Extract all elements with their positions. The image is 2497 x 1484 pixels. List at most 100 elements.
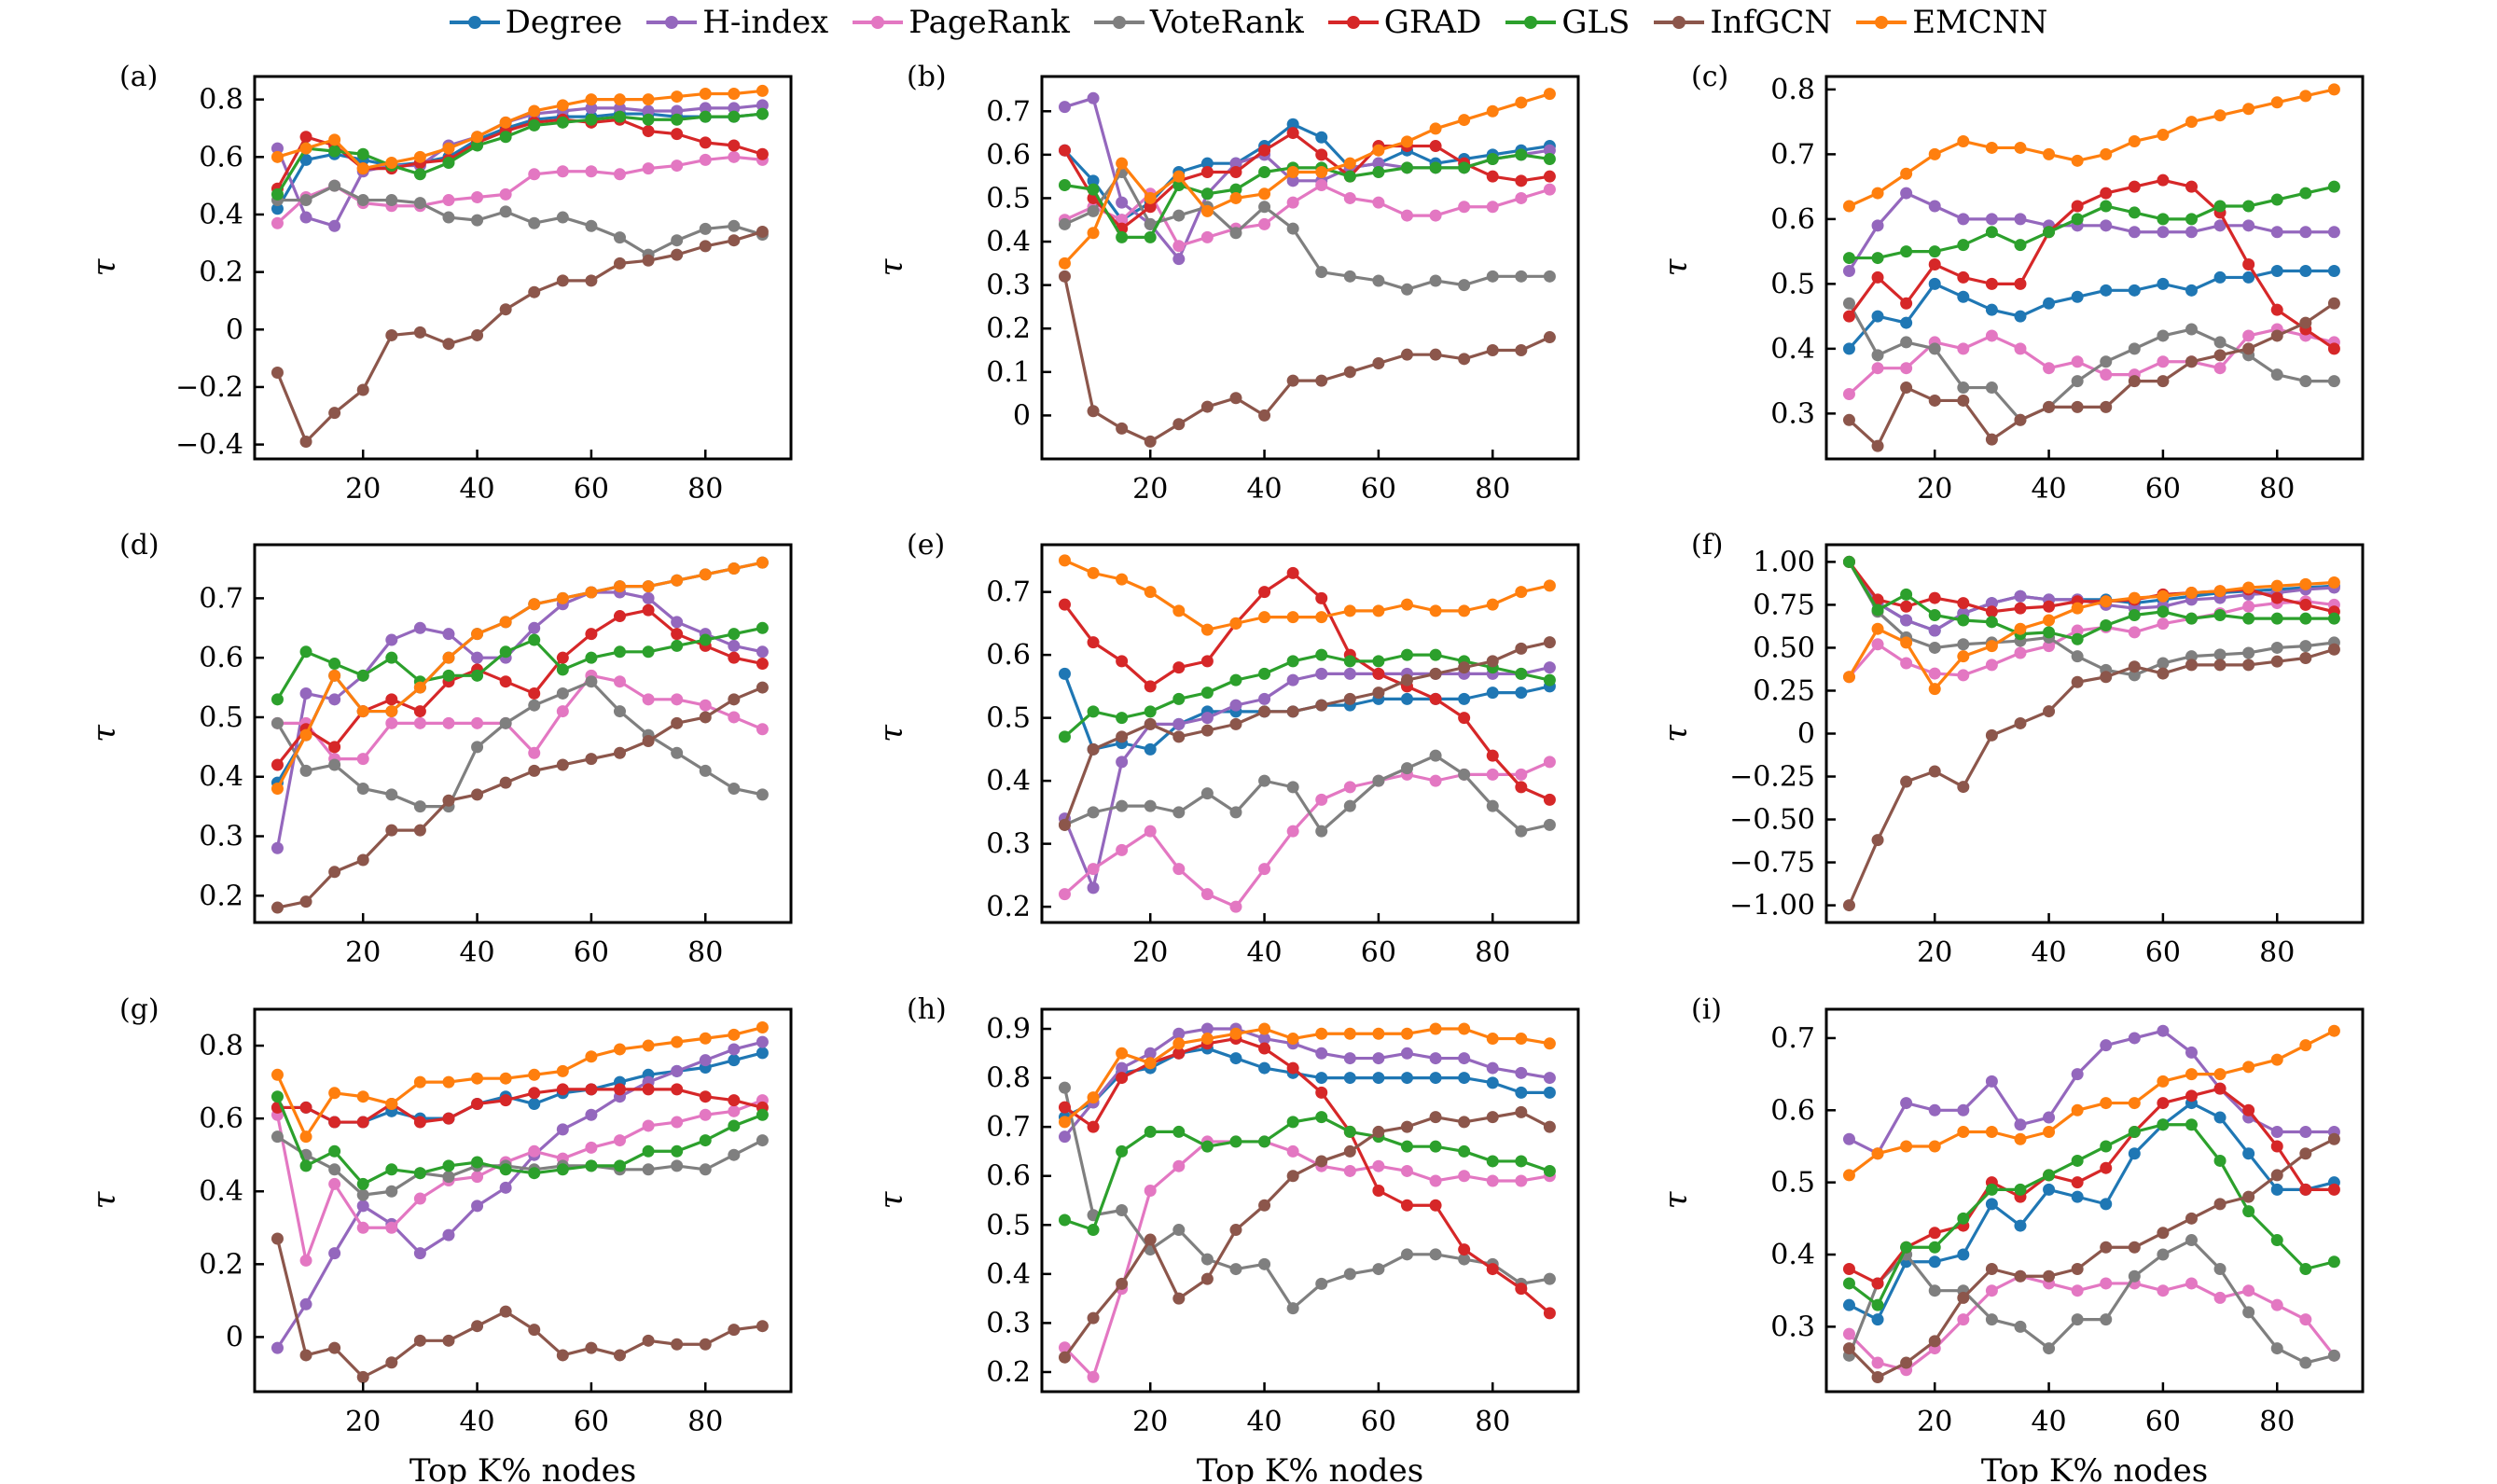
data-point <box>471 628 484 641</box>
data-point <box>1058 1351 1071 1364</box>
series-line <box>1064 153 1550 239</box>
data-point <box>756 1021 769 1034</box>
data-point <box>613 1083 626 1096</box>
data-point <box>2071 1176 2084 1189</box>
data-point <box>413 1116 426 1129</box>
data-point <box>1543 88 1556 101</box>
data-point <box>2213 1291 2226 1304</box>
data-point <box>671 693 684 706</box>
data-point <box>2157 1075 2170 1088</box>
data-point <box>528 764 541 777</box>
data-point <box>1372 1184 1385 1197</box>
data-point <box>1871 1371 1884 1384</box>
data-point <box>1172 1159 1186 1172</box>
data-point <box>671 90 684 104</box>
data-point <box>1985 329 1998 342</box>
series-line <box>276 680 763 809</box>
data-point <box>1172 1224 1186 1237</box>
data-point <box>1515 1033 1528 1046</box>
data-point <box>2071 1284 2084 1297</box>
data-point <box>1116 1204 1129 1217</box>
data-point <box>1229 191 1242 204</box>
data-point <box>1900 362 1913 375</box>
data-point <box>1400 209 1413 222</box>
series-line <box>1062 275 1551 443</box>
data-point <box>1229 1027 1242 1040</box>
series-emcnn <box>1842 576 2340 696</box>
data-point <box>1515 1155 1528 1168</box>
plot-frame <box>253 75 793 461</box>
data-point <box>1144 230 1157 243</box>
series-line <box>1848 327 2335 395</box>
series-voterank <box>271 179 769 261</box>
data-point <box>1229 166 1242 178</box>
series-line <box>1062 673 1550 751</box>
data-point <box>1116 799 1129 812</box>
data-point <box>1486 768 1499 781</box>
y-tick-label: 0.8 <box>199 84 243 117</box>
data-point <box>613 746 626 759</box>
data-point <box>1985 213 1998 226</box>
data-point <box>2128 1147 2141 1160</box>
data-point <box>1458 1022 1471 1035</box>
data-point <box>1543 1072 1556 1085</box>
data-point <box>1087 863 1100 876</box>
data-point <box>2071 213 2084 226</box>
data-point <box>1058 1130 1071 1144</box>
legend-label: PageRank <box>909 4 1070 41</box>
data-point <box>1400 1047 1413 1060</box>
data-point <box>1871 349 1884 362</box>
data-point <box>2100 187 2113 200</box>
series-line <box>1064 96 1550 261</box>
series-line <box>1848 561 2335 632</box>
data-point <box>1985 605 1998 618</box>
data-point <box>2327 1349 2340 1362</box>
data-point <box>613 1159 626 1172</box>
y-tick-label: −0.2 <box>175 371 243 404</box>
data-point <box>2157 1097 2170 1110</box>
data-point <box>1343 1268 1356 1281</box>
data-point <box>2128 626 2141 639</box>
data-point <box>1957 1103 1970 1116</box>
series-emcnn <box>1058 88 1556 270</box>
y-tick-label: 0.8 <box>1770 74 1815 106</box>
data-point <box>356 853 369 867</box>
data-point <box>1900 167 1913 180</box>
data-point <box>413 1247 426 1260</box>
data-point <box>556 705 569 718</box>
data-point <box>356 705 369 718</box>
data-point <box>2242 342 2255 355</box>
data-point <box>1429 667 1442 680</box>
series-line <box>276 155 763 225</box>
data-point <box>471 651 484 664</box>
data-point <box>1928 765 1941 778</box>
data-point <box>271 758 284 771</box>
data-point <box>2327 83 2340 96</box>
data-point <box>2185 612 2198 625</box>
data-point <box>1458 1116 1471 1129</box>
data-point <box>1486 170 1499 183</box>
data-point <box>1900 588 1913 601</box>
data-point <box>728 110 741 123</box>
data-point <box>528 687 541 700</box>
x-tick-label: 40 <box>2031 473 2066 506</box>
data-point <box>1429 1174 1442 1187</box>
data-point <box>671 616 684 629</box>
data-point <box>1543 756 1556 769</box>
data-point <box>471 131 484 144</box>
data-point <box>1258 705 1271 718</box>
data-point <box>585 675 598 688</box>
x-tick-label: 40 <box>1246 936 1282 969</box>
data-point <box>756 556 769 569</box>
data-point <box>499 116 512 129</box>
data-point <box>499 675 512 688</box>
data-point <box>556 99 569 112</box>
data-point <box>1229 227 1242 240</box>
data-point <box>1315 178 1328 191</box>
series-line <box>1848 301 2336 448</box>
data-point <box>2270 193 2283 206</box>
data-point <box>1900 316 1913 329</box>
data-point <box>2270 264 2283 277</box>
data-point <box>1200 187 1214 201</box>
data-point <box>1343 1125 1356 1138</box>
